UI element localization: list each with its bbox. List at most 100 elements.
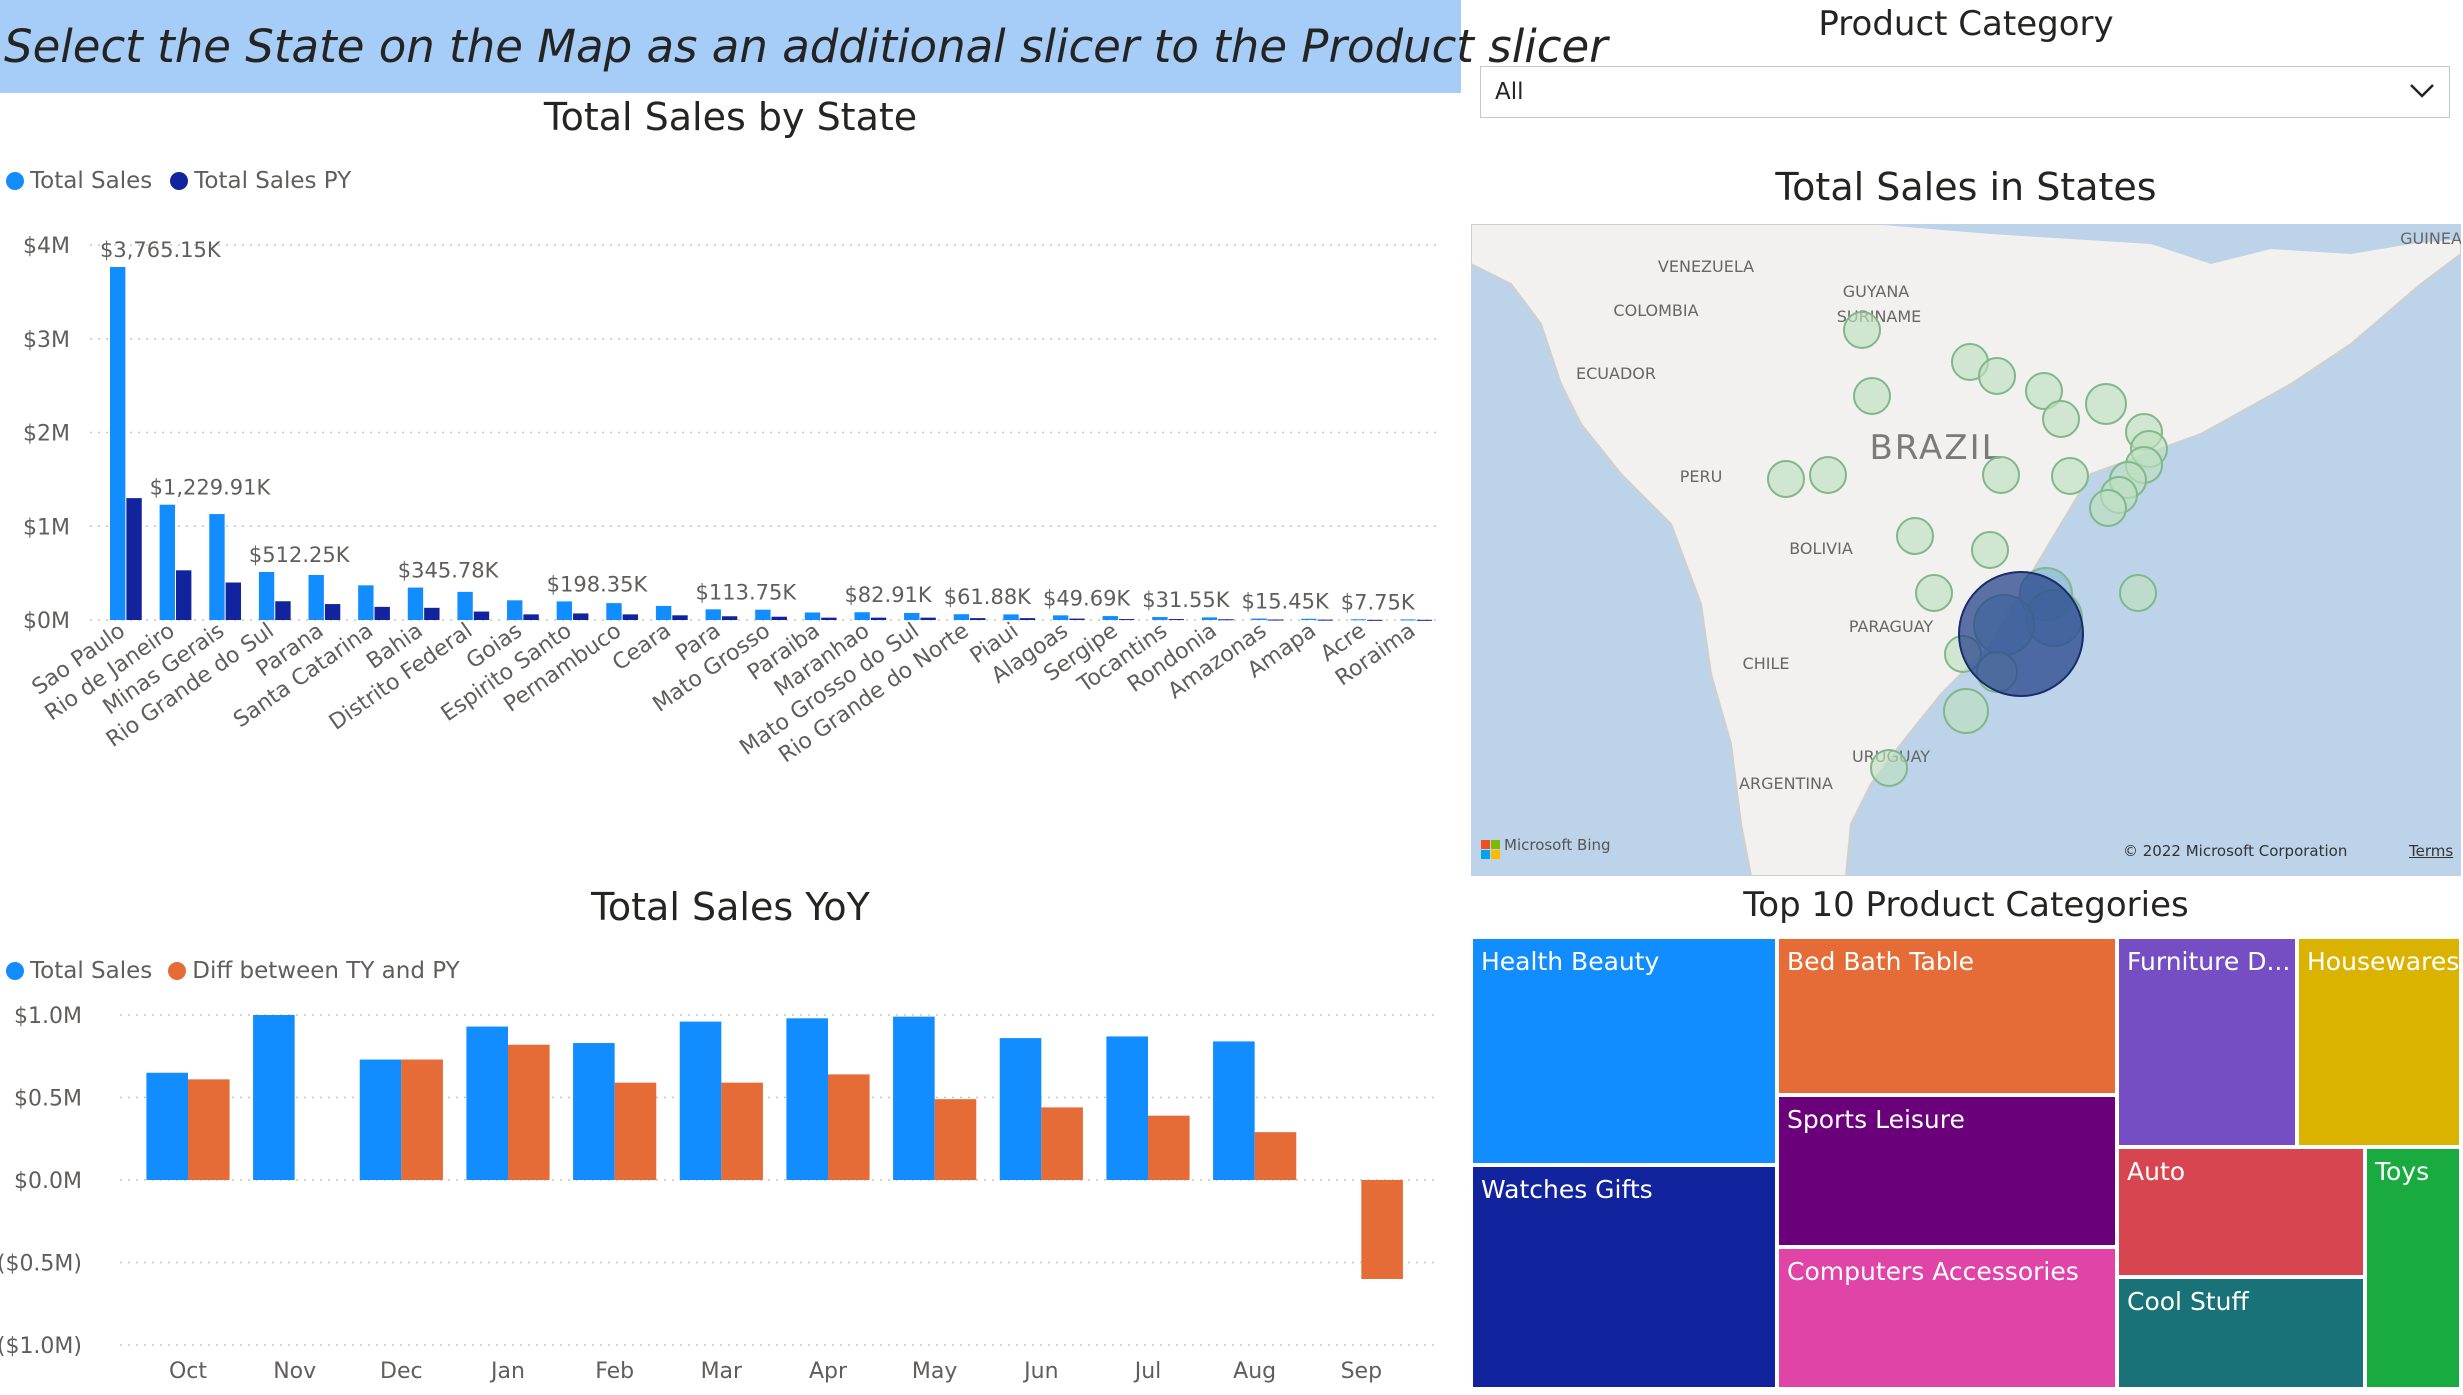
bar-total-sales-may (893, 1016, 935, 1180)
map-bubble (1853, 377, 1891, 415)
bar-total-sales-minas-gerais (209, 514, 225, 620)
data-label: $1,229.91K (150, 476, 272, 500)
treemap-cell-watches-gifts[interactable]: Watches Gifts (1471, 1165, 1777, 1389)
bar-total-sales-espirito-santo (556, 601, 573, 620)
y-tick-label: $0.5M (14, 1087, 82, 1112)
bar-total-sales-jul (1106, 1036, 1148, 1180)
legend-total-sales-py: Total Sales PY (194, 168, 352, 194)
bar-total-sales-py-amazonas (1267, 619, 1284, 621)
bar-total-sales-mar (679, 1021, 722, 1180)
bar-total-sales-ceara (655, 605, 672, 620)
treemap-cell-auto[interactable]: Auto (2117, 1147, 2365, 1277)
bar-diff-between-ty-and-py-may (934, 1099, 977, 1180)
map-bubble (1978, 357, 2016, 395)
bar-total-sales-py-amapa (1317, 619, 1333, 621)
y-tick-label: $2M (23, 422, 70, 447)
y-tick-label: ($0.5M) (0, 1252, 82, 1277)
map-bubble (1767, 460, 1805, 498)
treemap-cell-sports-leisure[interactable]: Sports Leisure (1777, 1095, 2117, 1247)
bar-diff-between-ty-and-py-aug (1254, 1132, 1297, 1180)
bar-total-sales-py-rio-de-janeiro (176, 570, 192, 620)
land-shape (1471, 224, 2461, 876)
bar-total-sales-oct (146, 1072, 188, 1180)
bar-total-sales-py-distrito-federal (473, 611, 490, 620)
map-terms-link[interactable]: Terms (2409, 842, 2454, 860)
product-category-dropdown[interactable]: All (1480, 66, 2450, 118)
bar-total-sales-py-rondonia (1218, 619, 1234, 621)
yoy-chart[interactable]: ($1.0M) ($0.5M) $0.0M $0.5M $1.0M Oct Nov Dec Ja… (0, 995, 1461, 1395)
x-tick-label: Jul (1133, 1359, 1162, 1384)
bar-total-sales-feb (573, 1043, 615, 1180)
bar-total-sales-jun (999, 1038, 1042, 1180)
bar-total-sales-rondonia (1201, 617, 1218, 620)
treemap-cell-health-beauty[interactable]: Health Beauty (1471, 937, 1777, 1165)
slicer-title: Product Category (1818, 4, 2114, 44)
treemap-cell-cool-stuff[interactable]: Cool Stuff (2117, 1277, 2365, 1389)
yoy-legend[interactable]: Total Sales Diff between TY and PY (6, 958, 460, 984)
bar-total-sales-py-tocantins (1168, 619, 1184, 621)
bing-label: Microsoft Bing (1504, 836, 1611, 854)
treemap-title: Top 10 Product Categories (1743, 885, 2189, 925)
coast-north (1471, 224, 2461, 264)
bar-total-sales-py-paraiba (821, 617, 837, 620)
treemap-label: Bed Bath Table (1787, 947, 1975, 976)
legend-total-sales-dot (6, 172, 24, 190)
treemap-cell-toys[interactable]: Toys (2365, 1147, 2461, 1389)
bar-diff-between-ty-and-py-mar (721, 1082, 763, 1180)
bar-total-sales-aug (1213, 1041, 1255, 1180)
bar-diff-between-ty-and-py-apr (828, 1074, 870, 1180)
x-tick-label: Apr (809, 1359, 848, 1384)
map-bubble (1896, 517, 1934, 555)
treemap-cell-furniture[interactable]: Furniture D... (2117, 937, 2297, 1147)
map-bubble (1843, 311, 1881, 349)
sales-map[interactable]: VENEZUELA GUYANA SURINAME COLOMBIA ECUADOR BR… (1471, 224, 2461, 876)
data-label: $3,765.15K (100, 238, 222, 262)
legend-yoy-diff: Diff between TY and PY (192, 958, 460, 984)
x-tick-label: Jun (1022, 1359, 1058, 1384)
treemap-cell-housewares[interactable]: Housewares (2297, 937, 2461, 1147)
y-tick-label: $0.0M (14, 1169, 82, 1194)
bar-total-sales-santa-catarina (358, 585, 374, 620)
map-bubble (2051, 457, 2089, 495)
bar-total-sales-pernambuco (606, 603, 622, 620)
sales-by-state-legend[interactable]: Total Sales Total Sales PY (6, 168, 351, 194)
data-label: $49.69K (1043, 586, 1131, 610)
bar-total-sales-mato-grosso (755, 609, 771, 620)
bar-total-sales-roraima (1400, 619, 1416, 621)
yoy-title: Total Sales YoY (591, 885, 870, 929)
legend-yoy-diff-dot (168, 962, 187, 980)
y-tick-label: $3M (23, 328, 70, 353)
chevron-down-icon[interactable] (2409, 79, 2435, 105)
bar-total-sales-rio-grande-do-norte (953, 614, 970, 620)
treemap-label: Computers Accessories (1787, 1257, 2079, 1286)
bar-total-sales-py-santa-catarina (374, 606, 390, 620)
bar-total-sales-py-rio-grande-do-norte (970, 618, 986, 620)
treemap-label: Auto (2127, 1157, 2186, 1186)
data-label: $345.78K (398, 559, 500, 583)
map-attribution: © 2022 Microsoft Corporation (2123, 842, 2348, 860)
bar-total-sales-acre (1350, 619, 1367, 621)
bar-total-sales-py-espirito-santo (573, 613, 589, 620)
x-tick-label: May (912, 1359, 957, 1384)
bar-total-sales-py-alagoas (1069, 618, 1085, 620)
map-bubble (1958, 571, 2084, 697)
treemap[interactable]: Health Beauty Watches Gifts Bed Bath Tab… (1471, 937, 2461, 1389)
bar-diff-between-ty-and-py-dec (401, 1059, 443, 1180)
bar-total-sales-py-acre (1367, 619, 1383, 621)
bar-total-sales-rio-grande-do-sul (258, 571, 275, 620)
data-label: $15.45K (1241, 590, 1329, 614)
map-title: Total Sales in States (1775, 165, 2157, 209)
bar-total-sales-py-bahia (424, 607, 440, 620)
treemap-cell-bed-bath-table[interactable]: Bed Bath Table (1777, 937, 2117, 1095)
map-label-peru: PERU (1680, 467, 1723, 486)
map-bubble (1982, 456, 2020, 494)
treemap-cell-computers-accessories[interactable]: Computers Accessories (1777, 1247, 2117, 1389)
bar-total-sales-apr (786, 1018, 828, 1180)
map-label-guyana: GUYANA (1843, 282, 1910, 301)
data-label: $82.91K (844, 583, 932, 607)
map-canvas[interactable]: VENEZUELAGUYANASURINAMECOLOMBIAECUADORBR… (1471, 224, 2461, 876)
treemap-label: Toys (2375, 1157, 2430, 1186)
treemap-label: Cool Stuff (2127, 1287, 2249, 1316)
map-bubble (1870, 749, 1908, 787)
